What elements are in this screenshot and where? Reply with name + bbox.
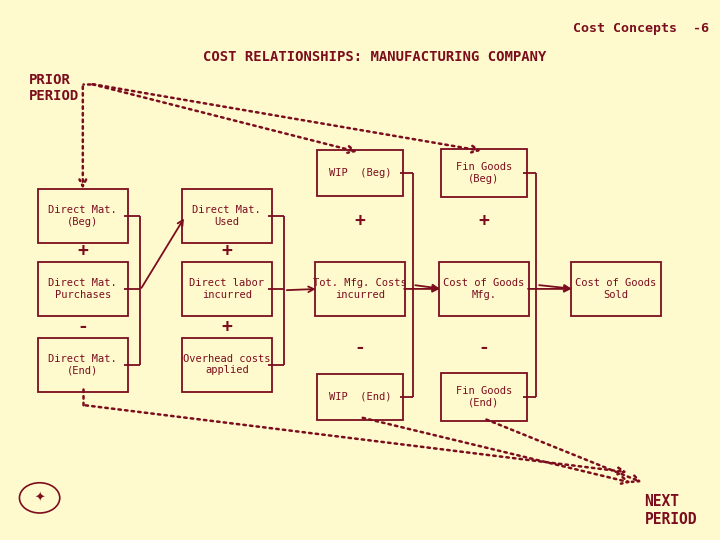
Text: NEXT
PERIOD: NEXT PERIOD xyxy=(644,494,697,526)
FancyBboxPatch shape xyxy=(181,189,272,243)
FancyBboxPatch shape xyxy=(441,373,527,421)
Text: Direct Mat.
Used: Direct Mat. Used xyxy=(192,205,261,227)
Text: Cost of Goods
Mfg.: Cost of Goods Mfg. xyxy=(444,278,524,300)
Text: Fin Goods
(End): Fin Goods (End) xyxy=(456,386,512,408)
Text: -: - xyxy=(354,339,366,357)
Text: +: + xyxy=(478,212,490,231)
Text: WIP  (Beg): WIP (Beg) xyxy=(329,168,391,178)
FancyBboxPatch shape xyxy=(38,189,128,243)
Text: Overhead costs
applied: Overhead costs applied xyxy=(183,354,271,375)
Text: PRIOR
PERIOD: PRIOR PERIOD xyxy=(29,73,79,103)
FancyBboxPatch shape xyxy=(317,374,403,420)
Text: Tot. Mfg. Costs
incurred: Tot. Mfg. Costs incurred xyxy=(313,278,407,300)
FancyBboxPatch shape xyxy=(181,338,272,392)
Text: COST RELATIONSHIPS: MANUFACTURING COMPANY: COST RELATIONSHIPS: MANUFACTURING COMPAN… xyxy=(203,50,546,64)
Text: Cost of Goods
Sold: Cost of Goods Sold xyxy=(575,278,656,300)
FancyBboxPatch shape xyxy=(317,150,403,195)
Text: Cost Concepts  -6: Cost Concepts -6 xyxy=(573,22,709,35)
Text: Direct Mat.
(Beg): Direct Mat. (Beg) xyxy=(48,205,117,227)
FancyBboxPatch shape xyxy=(315,262,405,316)
Text: -: - xyxy=(478,339,490,357)
Text: +: + xyxy=(221,242,233,260)
FancyBboxPatch shape xyxy=(441,148,527,197)
Text: +: + xyxy=(354,212,366,231)
Text: WIP  (End): WIP (End) xyxy=(329,392,391,402)
FancyBboxPatch shape xyxy=(38,338,128,392)
FancyBboxPatch shape xyxy=(439,262,528,316)
Text: +: + xyxy=(221,318,233,336)
Text: Fin Goods
(Beg): Fin Goods (Beg) xyxy=(456,162,512,184)
Text: Direct labor
incurred: Direct labor incurred xyxy=(189,278,264,300)
FancyBboxPatch shape xyxy=(571,262,661,316)
Text: +: + xyxy=(77,242,89,260)
FancyBboxPatch shape xyxy=(38,262,128,316)
FancyBboxPatch shape xyxy=(181,262,272,316)
Text: Direct Mat.
Purchases: Direct Mat. Purchases xyxy=(48,278,117,300)
Text: -: - xyxy=(77,318,89,336)
Text: ✦: ✦ xyxy=(35,491,45,504)
Text: Direct Mat.
(End): Direct Mat. (End) xyxy=(48,354,117,375)
